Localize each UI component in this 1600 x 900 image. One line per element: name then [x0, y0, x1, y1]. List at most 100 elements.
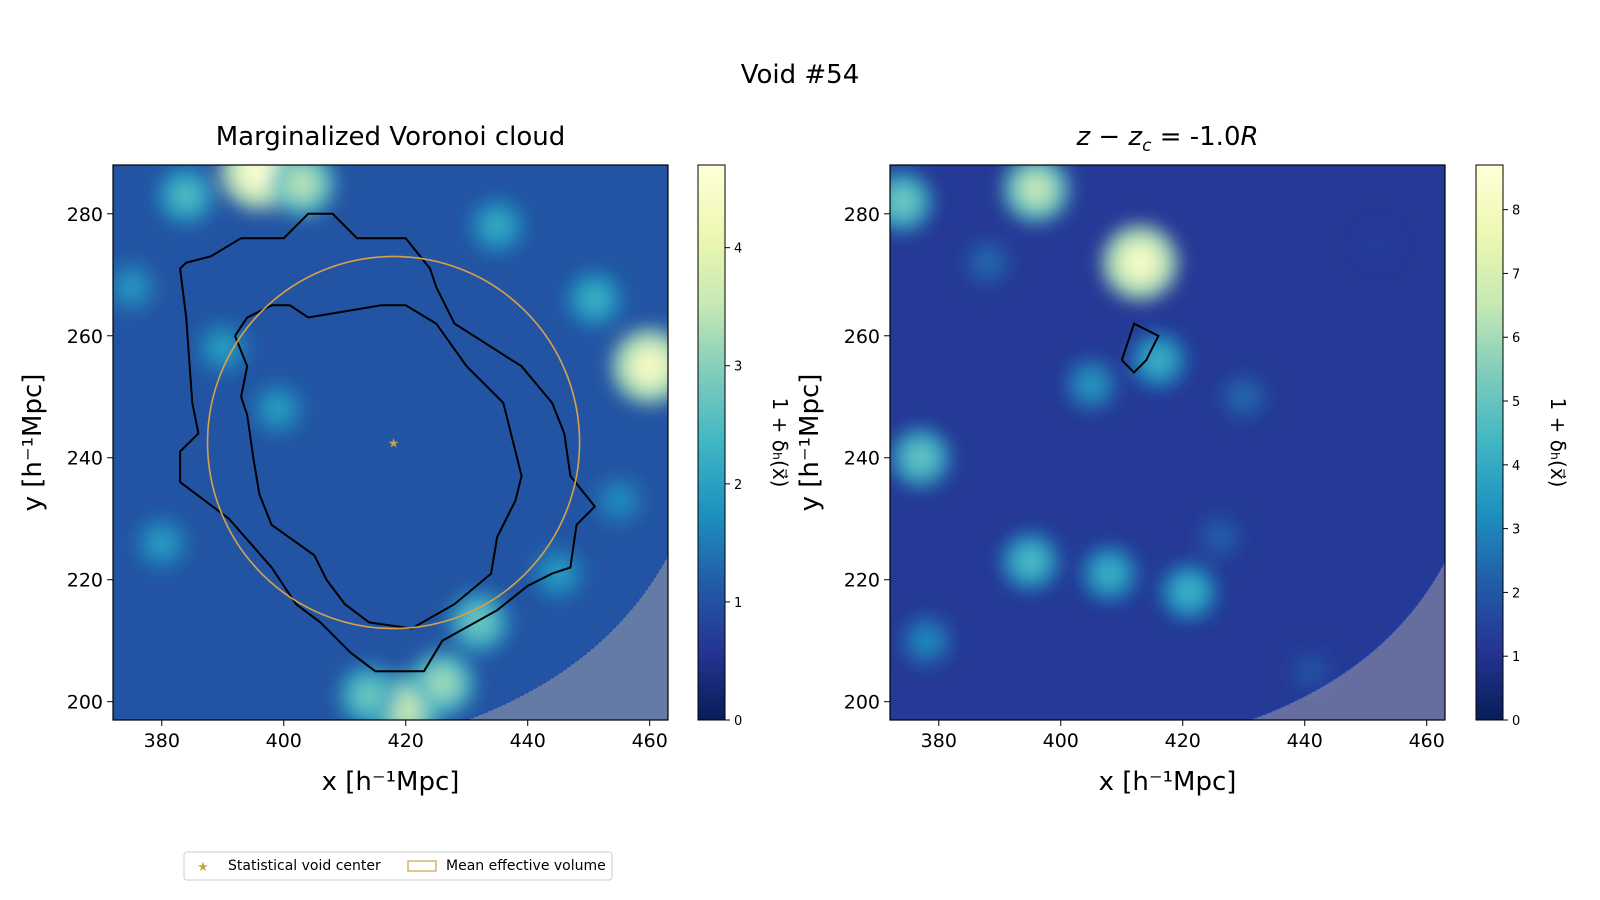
title-subscript: c	[1142, 136, 1152, 156]
x-tick-label: 400	[266, 730, 302, 752]
density-blob	[285, 167, 319, 200]
legend-label-effective-volume: Mean effective volume	[446, 858, 606, 874]
legend-frame	[183, 851, 613, 881]
title-minus: −	[1090, 122, 1128, 152]
x-tick-label: 380	[144, 730, 180, 752]
panel-title: Marginalized Voronoi cloud	[216, 122, 566, 152]
x-tick-label: 420	[388, 730, 424, 752]
density-field	[890, 165, 1398, 693]
density-blob	[1121, 244, 1159, 282]
colorbar-tick-label: 7	[1512, 267, 1520, 282]
density-blob	[606, 488, 632, 513]
colorbar-tick-label: 2	[734, 478, 742, 493]
density-blob	[483, 212, 511, 240]
mean-effective-volume-circle	[206, 255, 581, 630]
colorbar-tick-label: 4	[1512, 459, 1520, 474]
y-tick-label: 220	[67, 570, 103, 592]
axes-frame	[112, 164, 669, 721]
colorbar-tick-label: 1	[1512, 650, 1520, 665]
legend-rect-marker	[407, 860, 437, 872]
density-blob	[1016, 547, 1045, 576]
legend-star-marker: ★	[197, 860, 209, 875]
x-tick-label: 420	[1165, 730, 1201, 752]
colorbar	[1475, 164, 1504, 721]
density-blob	[210, 335, 236, 361]
x-axis-label: x [h⁻¹Mpc]	[322, 767, 460, 797]
x-axis-label: x [h⁻¹Mpc]	[1099, 767, 1237, 797]
density-blob	[1175, 578, 1203, 606]
colorbar-tick-label: 5	[1512, 395, 1520, 410]
title-var: z	[1075, 122, 1091, 152]
density-blob	[631, 347, 668, 385]
density-contour-1	[234, 304, 523, 630]
plot-area	[890, 165, 1445, 720]
density-blob	[1078, 372, 1104, 398]
colorbar-tick-label: 3	[734, 360, 742, 375]
colorbar-tick-label: 8	[1512, 204, 1520, 219]
survey-mask-region	[466, 555, 668, 720]
colorbar	[697, 164, 726, 721]
x-tick-label: 460	[632, 730, 668, 752]
density-blob	[354, 680, 384, 711]
density-contour-0	[1120, 322, 1160, 374]
y-axis-label: y [h⁻¹Mpc]	[795, 374, 825, 512]
axes-frame	[889, 164, 1446, 721]
x-tick-label: 400	[1043, 730, 1079, 752]
panel-title: z − zc = -1.0R	[1075, 122, 1258, 156]
density-blob	[118, 274, 144, 300]
x-tick-label: 440	[510, 730, 546, 752]
density-blob	[914, 628, 939, 653]
density-blob	[1232, 385, 1255, 408]
density-blob	[172, 181, 201, 210]
y-tick-label: 260	[844, 326, 880, 348]
density-blob	[1144, 346, 1172, 374]
density-blob	[1367, 234, 1388, 255]
colorbar-tick-label: 6	[1512, 331, 1520, 346]
density-blob	[149, 530, 175, 556]
density-field	[113, 165, 668, 720]
y-tick-label: 240	[67, 448, 103, 470]
void-center-star: ★	[388, 437, 400, 452]
y-tick-label: 200	[67, 692, 103, 714]
survey-mask-region	[1249, 561, 1445, 720]
density-blob	[1020, 173, 1053, 206]
y-tick-label: 220	[844, 570, 880, 592]
density-blob	[906, 443, 935, 473]
colorbar-tick-label: 2	[1512, 586, 1520, 601]
density-blob	[264, 396, 291, 422]
density-blob	[545, 560, 571, 587]
density-blob	[890, 186, 917, 217]
density-blob	[1208, 526, 1231, 548]
y-tick-label: 240	[844, 448, 880, 470]
y-tick-label: 260	[67, 326, 103, 348]
density-blob	[581, 285, 609, 313]
x-tick-label: 380	[921, 730, 957, 752]
density-blob	[240, 165, 279, 191]
colorbar-tick-label: 1	[734, 596, 742, 611]
density-blob	[976, 251, 999, 274]
colorbar-label: 1 + δₕ(x⃗)	[1546, 398, 1570, 488]
density-blob	[426, 667, 458, 700]
colorbar-tick-label: 0	[1512, 714, 1520, 729]
colorbar-tick-label: 3	[1512, 523, 1520, 538]
y-tick-label: 280	[844, 204, 880, 226]
legend-label-void-center: Statistical void center	[228, 858, 381, 874]
x-tick-label: 460	[1409, 730, 1445, 752]
density-blob	[1300, 660, 1322, 682]
title-sub-var: z	[1127, 122, 1143, 152]
figure-suptitle: Void #54	[741, 60, 860, 90]
density-contour-0	[179, 212, 597, 673]
title-rest: = -1.0	[1151, 122, 1240, 152]
title-unit: R	[1240, 122, 1258, 152]
density-blob	[464, 607, 494, 638]
colorbar-tick-label: 4	[734, 242, 742, 257]
legend: ★ Statistical void center Mean effective…	[183, 851, 613, 881]
colorbar-label: 1 + δₕ(x⃗)	[768, 398, 792, 488]
x-tick-label: 440	[1287, 730, 1323, 752]
density-blob	[1096, 560, 1123, 588]
colorbar-tick-label: 0	[734, 714, 742, 729]
plot-area: ★	[113, 165, 668, 720]
